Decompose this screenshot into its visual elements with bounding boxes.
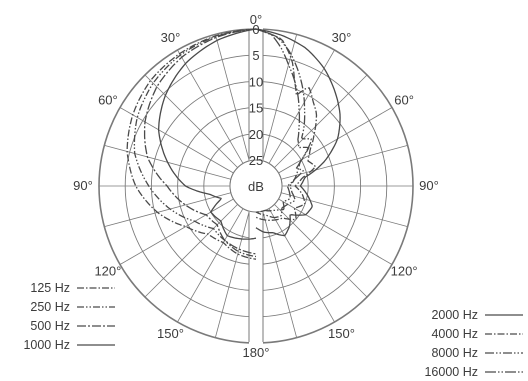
- legend-label: 125 Hz: [30, 280, 70, 295]
- angle-label: 150°: [328, 326, 355, 341]
- grid-spoke: [119, 198, 234, 265]
- angle-label: 90°: [73, 178, 93, 193]
- angle-label: 30°: [161, 30, 181, 45]
- angle-label: 150°: [157, 326, 184, 341]
- response-curve-8000hz: [255, 28, 312, 219]
- legend-label: 250 Hz: [30, 299, 70, 314]
- grid-spoke: [262, 211, 298, 338]
- legend-entry: 2000 Hz: [410, 305, 524, 324]
- angle-label: 90°: [419, 178, 439, 193]
- angle-label: 180°: [243, 345, 270, 360]
- grid-spoke: [278, 107, 393, 174]
- angle-label: 60°: [98, 93, 118, 108]
- angle-label: 0°: [250, 12, 262, 27]
- top-channel: [249, 27, 263, 162]
- legend-low-frequencies: 125 Hz 250 Hz 500 Hz 1000 Hz: [4, 278, 116, 354]
- legend-line-swatch: [77, 286, 115, 289]
- legend-label: 8000 Hz: [431, 345, 478, 360]
- radial-tick-label: 10: [249, 74, 263, 89]
- grid-spoke: [278, 198, 393, 265]
- grid-spoke: [144, 204, 238, 298]
- grid-spoke: [268, 49, 335, 164]
- legend-line-swatch: [485, 332, 523, 335]
- response-curve-2000hz: [255, 28, 341, 237]
- angle-label: 30°: [332, 30, 352, 45]
- grid-spoke: [177, 208, 244, 323]
- legend-label: 4000 Hz: [431, 326, 478, 341]
- response-curves: [126, 28, 341, 260]
- radial-tick-label: 5: [252, 48, 259, 63]
- grid-spoke: [104, 192, 231, 228]
- center-disc: [231, 161, 281, 211]
- legend-entry: 16000 Hz: [410, 362, 524, 381]
- grid-spoke: [262, 34, 298, 161]
- radial-tick-label: 25: [249, 153, 263, 168]
- grid-spoke: [274, 204, 368, 298]
- legend-label: 500 Hz: [30, 318, 70, 333]
- response-curve-250hz: [133, 28, 257, 258]
- grid-spoke: [214, 34, 250, 161]
- response-curve-125hz: [126, 28, 257, 260]
- legend-line-swatch: [77, 305, 115, 308]
- radial-tick-label: 0: [252, 22, 259, 37]
- polar-grid: [98, 27, 414, 345]
- legend-label: 16000 Hz: [424, 364, 478, 379]
- grid-spoke: [214, 211, 250, 338]
- legend-label: 2000 Hz: [431, 307, 478, 322]
- grid-spoke: [274, 74, 368, 168]
- angle-label: 60°: [394, 93, 414, 108]
- legend-label: 1000 Hz: [23, 337, 70, 352]
- angle-label: 120°: [94, 264, 121, 279]
- legend-line-swatch: [485, 370, 523, 373]
- radial-tick-label: 20: [249, 127, 263, 142]
- legend-high-frequencies: 2000 Hz 4000 Hz 8000 Hz 16000 Hz: [410, 305, 524, 381]
- legend-entry: 250 Hz: [4, 297, 116, 316]
- legend-line-swatch: [485, 313, 523, 316]
- angle-label: 120°: [391, 264, 418, 279]
- legend-entry: 1000 Hz: [4, 335, 116, 354]
- legend-entry: 4000 Hz: [410, 324, 524, 343]
- grid-spoke: [268, 208, 335, 323]
- legend-entry: 8000 Hz: [410, 343, 524, 362]
- response-curve-16000hz: [255, 28, 310, 213]
- grid-spoke: [144, 74, 238, 168]
- grid-spoke: [177, 49, 244, 164]
- legend-entry: 125 Hz: [4, 278, 116, 297]
- legend-entry: 500 Hz: [4, 316, 116, 335]
- response-curve-1000hz: [157, 28, 257, 240]
- grid-spoke: [119, 107, 234, 174]
- grid-spoke: [281, 192, 408, 228]
- radial-unit-label: dB: [248, 179, 264, 194]
- bottom-channel: [249, 210, 263, 345]
- legend-line-swatch: [77, 324, 115, 327]
- polar-labels: 0 5 10 15 20 25 dB 0° 30° 60° 90° 120° 150° 180° 30° 60…: [73, 12, 439, 360]
- legend-line-swatch: [77, 343, 115, 346]
- legend-line-swatch: [485, 351, 523, 354]
- response-curve-500hz: [143, 28, 257, 255]
- grid-spoke: [281, 144, 408, 180]
- response-curve-4000hz: [255, 28, 318, 221]
- radial-tick-label: 15: [249, 101, 263, 116]
